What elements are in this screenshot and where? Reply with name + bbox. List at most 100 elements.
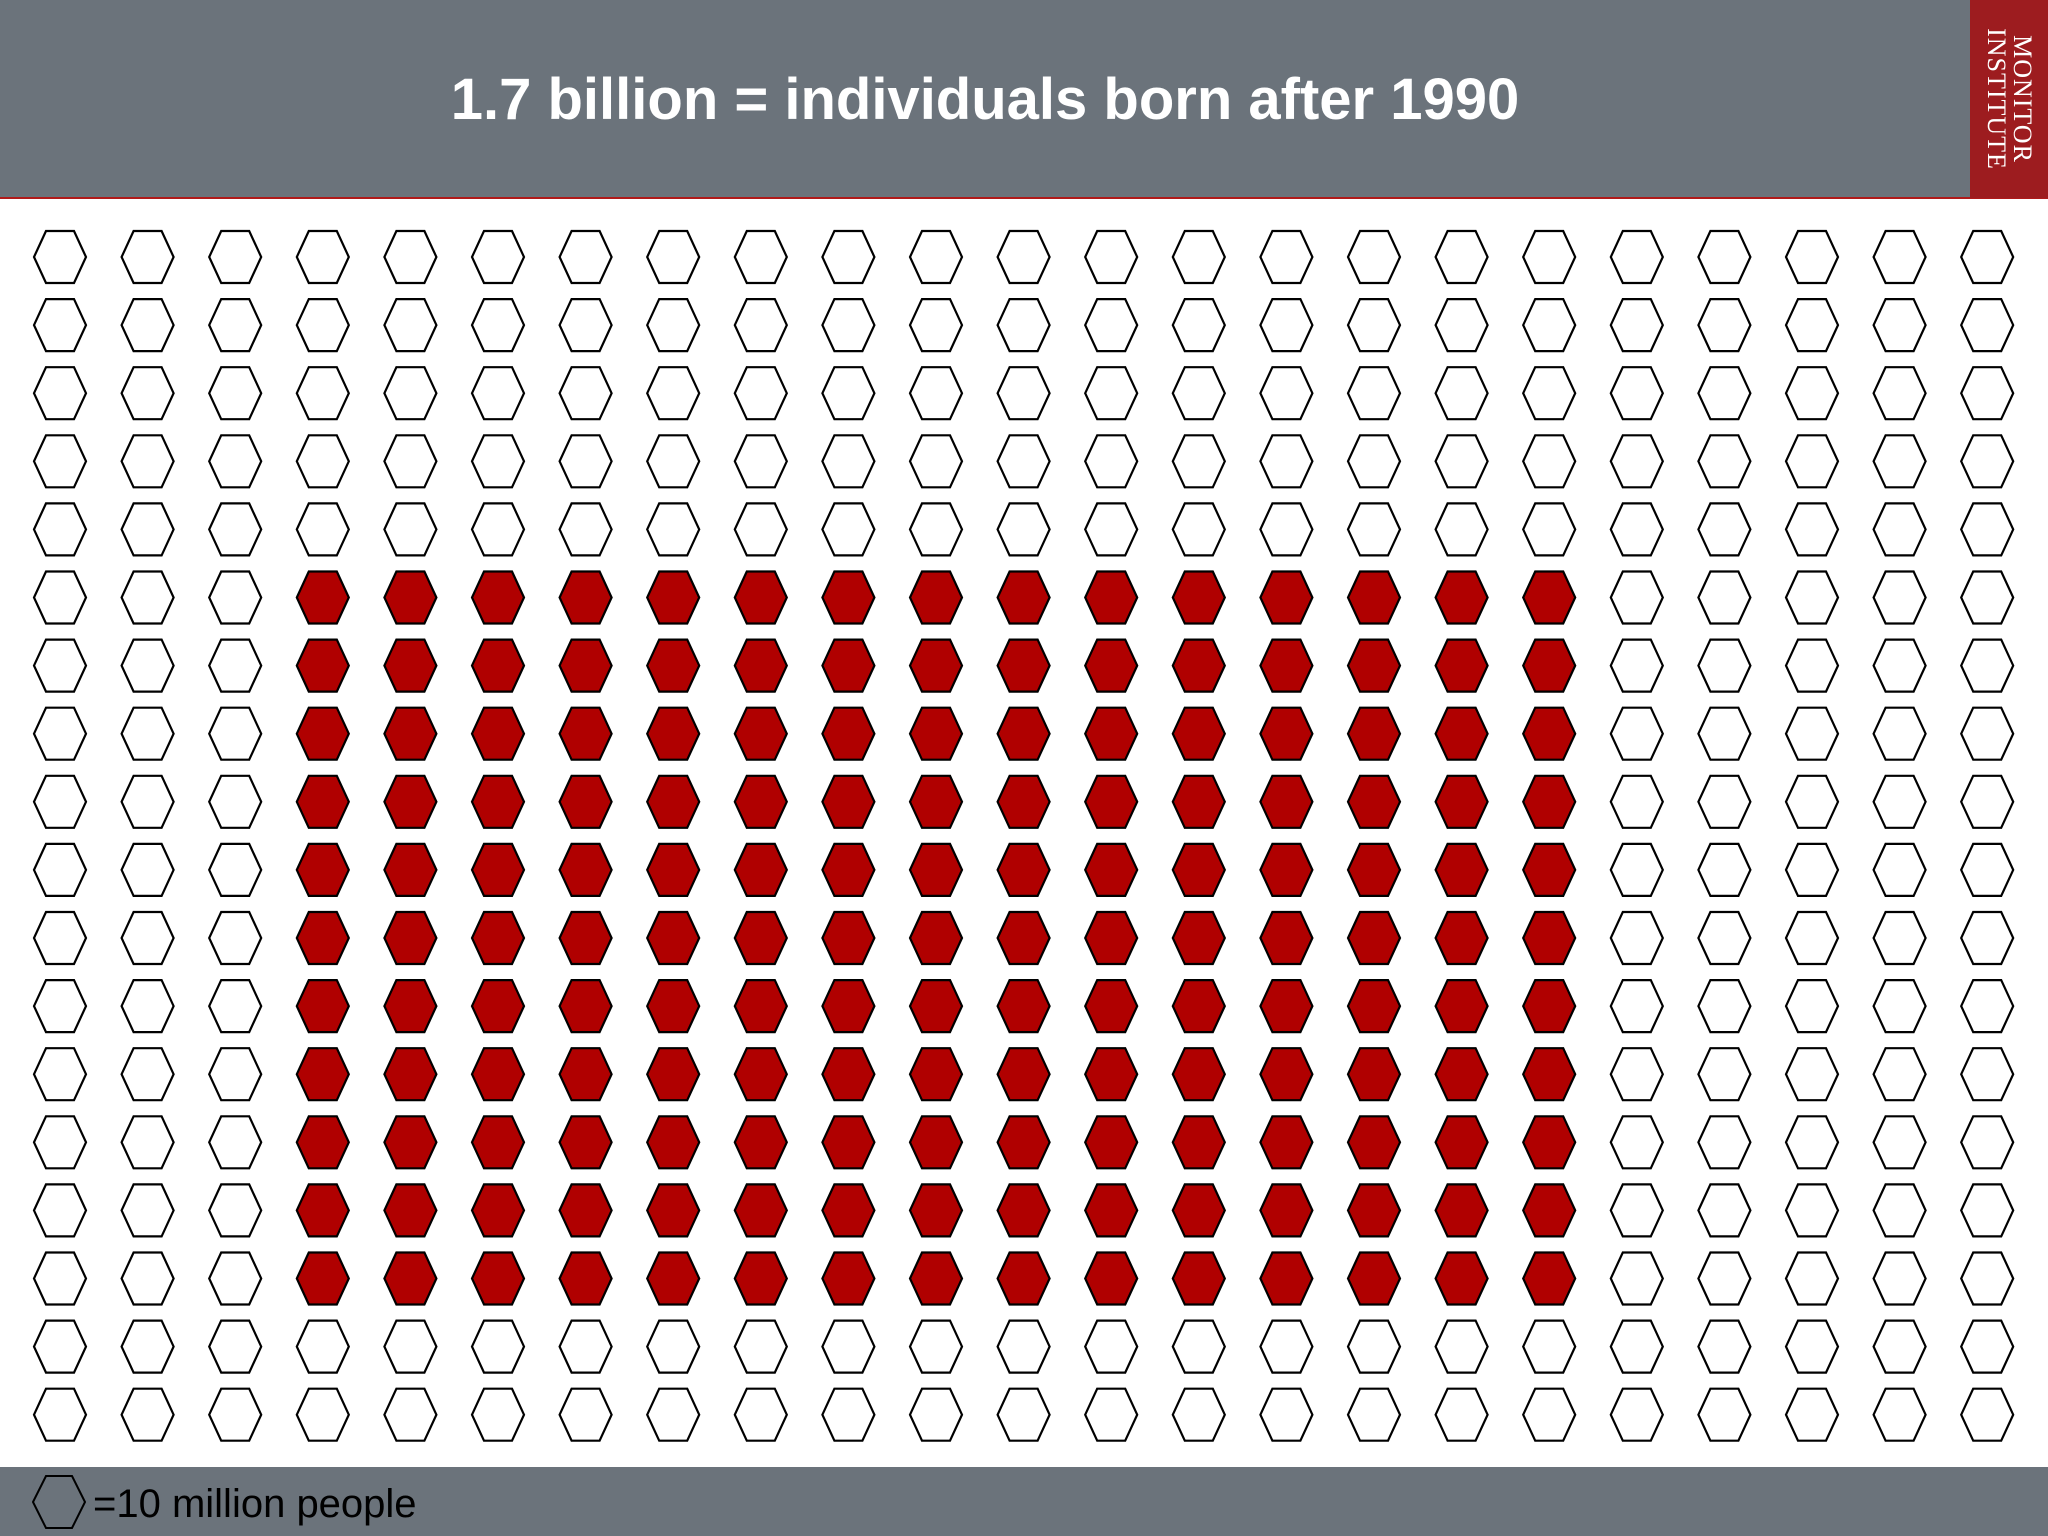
hexagon-filled (1171, 1183, 1227, 1238)
hexagon-empty (32, 229, 88, 285)
hexagon-filled (558, 1183, 613, 1238)
hexagon-filled (1434, 706, 1489, 761)
hexagon-filled (1346, 706, 1402, 761)
hexagon-empty (1609, 774, 1665, 829)
hexagon-empty (1697, 1115, 1752, 1170)
hexagon-empty (996, 366, 1051, 421)
hexagon-filled (996, 570, 1051, 625)
hexagon-empty (1521, 1319, 1577, 1374)
hexagon-empty (1872, 502, 1927, 557)
hexagon-filled (295, 842, 351, 898)
hexagon-filled (1434, 1047, 1489, 1102)
hexagon-empty (996, 1319, 1051, 1374)
hexagon-empty (295, 1319, 351, 1374)
hexagon-empty (1697, 1183, 1752, 1238)
hexagon-empty (32, 1251, 88, 1306)
hexagon-empty (1959, 1387, 2015, 1442)
hexagon-filled (733, 1047, 789, 1102)
hexagon-empty (1697, 366, 1752, 421)
hexagon-empty (1959, 434, 2015, 489)
hexagon-empty (1609, 1387, 1665, 1442)
hexagon-filled (1259, 1183, 1314, 1238)
hexagon-empty (120, 229, 175, 285)
hexagon-empty (1609, 434, 1665, 489)
hexagon-empty (1784, 1183, 1840, 1238)
hexagon-empty (120, 774, 175, 829)
hexagon-empty (821, 502, 876, 557)
hexagon-empty (1259, 434, 1314, 489)
hexagon-filled (295, 638, 351, 693)
hexagon-filled (645, 978, 701, 1034)
hexagon-empty (383, 502, 438, 557)
hexagon-filled (1083, 978, 1139, 1034)
hexagon-empty (207, 706, 263, 761)
hexagon-empty (645, 298, 701, 353)
hexagon-empty (383, 1319, 438, 1374)
hexagon-empty (120, 842, 175, 898)
hexagon-filled (1171, 1115, 1227, 1170)
hexagon-empty (1259, 229, 1314, 285)
hexagon-filled (1434, 1183, 1489, 1238)
hexagon-empty (1609, 910, 1665, 966)
hexagon-empty (1959, 1183, 2015, 1238)
hexagon-empty (645, 1319, 701, 1374)
hexagon-empty (120, 366, 175, 421)
hexagon-empty (1609, 229, 1665, 285)
hexagon-empty (1609, 1319, 1665, 1374)
hexagon-empty (1521, 229, 1577, 285)
hexagon-empty (1609, 706, 1665, 761)
hexagon-empty (821, 298, 876, 353)
hexagon-empty (645, 434, 701, 489)
hexagon-empty (1872, 570, 1927, 625)
hexagon-filled (558, 1047, 613, 1102)
hexagon-filled (1521, 842, 1577, 898)
hexagon-filled (908, 978, 964, 1034)
hexagon-empty (1872, 434, 1927, 489)
hexagon-filled (1434, 842, 1489, 898)
hexagon-empty (1697, 706, 1752, 761)
hexagon-empty (1609, 502, 1665, 557)
hexagon-empty (383, 229, 438, 285)
hexagon-filled (821, 1183, 876, 1238)
hexagon-empty (1609, 638, 1665, 693)
hexagon-filled (821, 842, 876, 898)
hexagon-filled (1346, 638, 1402, 693)
hexagon-empty (207, 1183, 263, 1238)
hexagon-empty (1697, 434, 1752, 489)
slide-title: 1.7 billion = individuals born after 199… (450, 67, 1520, 132)
hexagon-filled (1083, 1047, 1139, 1102)
hexagon-empty (470, 298, 526, 353)
hexagon-empty (1434, 434, 1489, 489)
hexagon-empty (1346, 298, 1402, 353)
hexagon-filled (470, 978, 526, 1034)
hexagon-empty (1609, 1115, 1665, 1170)
hexagon-filled (1171, 706, 1227, 761)
hexagon-filled (1171, 842, 1227, 898)
hexagon-filled (645, 774, 701, 829)
hexagon-filled (908, 570, 964, 625)
hexagon-filled (383, 774, 438, 829)
hexagon-filled (295, 774, 351, 829)
hexagon-empty (1697, 638, 1752, 693)
hexagon-empty (1609, 842, 1665, 898)
hexagon-empty (32, 298, 88, 353)
hexagon-empty (383, 434, 438, 489)
hexagon-filled (1259, 638, 1314, 693)
hexagon-empty (645, 366, 701, 421)
hexagon-empty (32, 1047, 88, 1102)
hexagon-filled (1083, 570, 1139, 625)
hexagon-filled (383, 978, 438, 1034)
hexagon-filled (470, 638, 526, 693)
hexagon-empty (1434, 502, 1489, 557)
hexagon-empty (1784, 1319, 1840, 1374)
hexagon-filled (1083, 910, 1139, 966)
hexagon-empty (733, 229, 789, 285)
hexagon-empty (1521, 366, 1577, 421)
hexagon-filled (1346, 1115, 1402, 1170)
hexagon-empty (645, 502, 701, 557)
hexagon-filled (1346, 774, 1402, 829)
hexagon-filled (996, 1115, 1051, 1170)
pictograph-grid (32, 229, 2015, 1442)
hexagon-empty (1697, 298, 1752, 353)
hexagon-empty (120, 1047, 175, 1102)
